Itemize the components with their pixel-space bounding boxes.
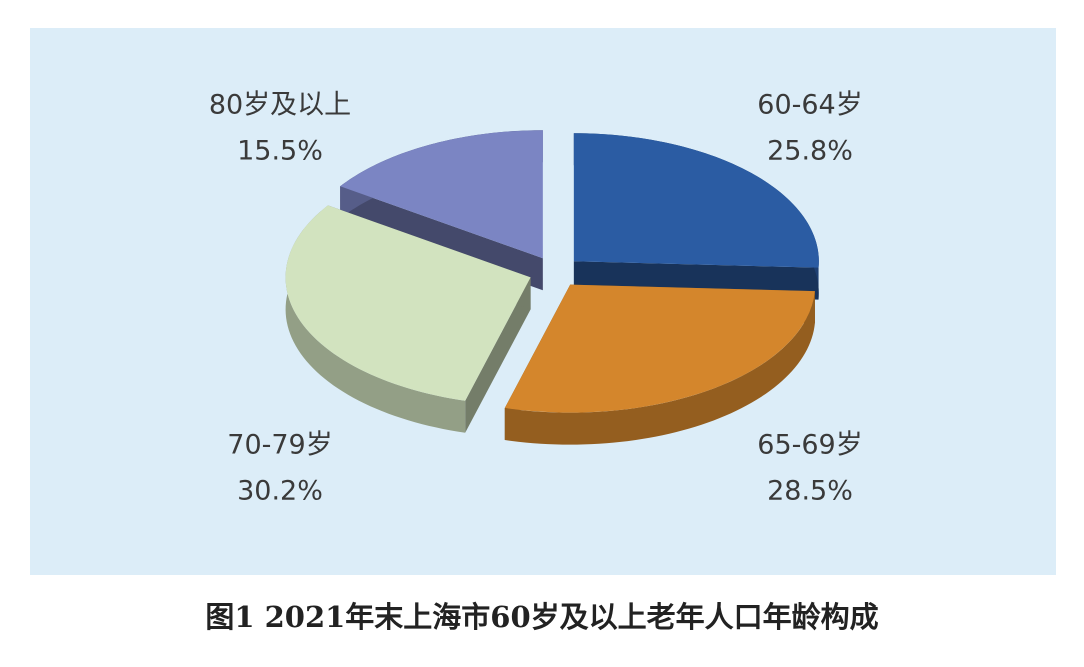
slice-label: 60-64岁 [757, 90, 862, 121]
pie-slice [340, 130, 543, 259]
slice-value-label: 25.8% [767, 136, 853, 167]
slice-side [285, 205, 466, 433]
slice-label: 70-79岁 [227, 430, 332, 461]
slice-side [465, 277, 531, 433]
slice-label: 80岁及以上 [209, 90, 351, 121]
slice-value-label: 28.5% [767, 476, 853, 507]
slice-value-label: 15.5% [237, 136, 323, 167]
slice-label: 65-69岁 [757, 430, 862, 461]
chart-panel [30, 28, 1056, 575]
slice-side [504, 291, 815, 445]
chart-title: 图1 2021年末上海市60岁及以上老年人口年龄构成 [205, 600, 878, 634]
pie-slice [573, 133, 819, 268]
pie-slice [504, 284, 815, 413]
slice-value-label: 30.2% [237, 476, 323, 507]
pie-slice [285, 205, 531, 401]
